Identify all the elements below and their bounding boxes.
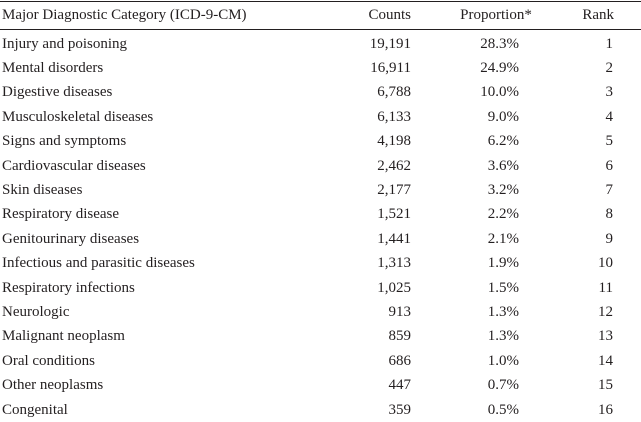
cell-proportion: 1.3% (487, 328, 519, 345)
cell-counts: 1,313 (377, 255, 411, 272)
table-row: Signs and symptoms 4,198 6.2% 5 (0, 130, 641, 154)
cell-rank: 1 (605, 35, 614, 52)
cell-proportion: 1.5% (487, 279, 519, 296)
cell-category: Skin diseases (2, 182, 83, 199)
table-row: Oral conditions 686 1.0% 14 (0, 349, 641, 373)
cell-counts: 4,198 (377, 133, 411, 150)
cell-counts: 6,133 (377, 108, 411, 125)
table-row: Mental disorders 16,911 24.9% 2 (0, 56, 641, 80)
table-body: Injury and poisoning 19,191 28.3% 1 Mental d… (0, 29, 641, 422)
cell-rank: 12 (598, 303, 613, 320)
header-proportion: Proportion* (460, 6, 532, 23)
cell-rank: 7 (605, 182, 614, 199)
table-row: Infectious and parasitic diseases 1,313 1.… (0, 252, 641, 276)
cell-category: Cardiovascular diseases (2, 157, 146, 174)
cell-rank: 15 (598, 377, 613, 394)
cell-counts: 2,177 (377, 182, 411, 199)
cell-proportion: 1.3% (487, 303, 519, 320)
cell-rank: 10 (598, 255, 613, 272)
cell-counts: 859 (388, 328, 412, 345)
cell-category: Other neoplasms (2, 377, 104, 394)
cell-category: Malignant neoplasm (2, 328, 125, 345)
table-row: Digestive diseases 6,788 10.0% 3 (0, 81, 641, 105)
cell-category: Infectious and parasitic diseases (2, 255, 195, 272)
table-row: Injury and poisoning 19,191 28.3% 1 (0, 29, 641, 56)
table-row: Malignant neoplasm 859 1.3% 13 (0, 325, 641, 349)
cell-proportion: 24.9% (480, 60, 519, 77)
cell-category: Respiratory disease (2, 206, 120, 223)
table-top-rule (0, 1, 641, 2)
cell-rank: 11 (598, 279, 613, 296)
cell-rank: 16 (598, 401, 613, 418)
cell-proportion: 10.0% (480, 84, 519, 101)
header-counts: Counts (368, 6, 411, 23)
table-header: Major Diagnostic Category (ICD-9-CM) Cou… (0, 1, 641, 29)
cell-rank: 14 (598, 352, 613, 369)
table-header-rule (0, 29, 641, 30)
cell-proportion: 2.2% (487, 206, 519, 223)
cell-proportion: 0.7% (487, 377, 519, 394)
header-category: Major Diagnostic Category (ICD-9-CM) (2, 6, 247, 23)
cell-counts: 1,441 (377, 230, 411, 247)
cell-proportion: 0.5% (487, 401, 519, 418)
table-row: Cardiovascular diseases 2,462 3.6% 6 (0, 154, 641, 178)
cell-counts: 6,788 (377, 84, 411, 101)
cell-proportion: 6.2% (487, 133, 519, 150)
cell-proportion: 3.6% (487, 157, 519, 174)
cell-rank: 3 (605, 84, 614, 101)
cell-counts: 359 (388, 401, 412, 418)
cell-rank: 13 (598, 328, 613, 345)
cell-counts: 19,191 (369, 35, 411, 52)
cell-category: Respiratory infections (2, 279, 135, 296)
cell-category: Digestive diseases (2, 84, 113, 101)
cell-category: Genitourinary diseases (2, 230, 140, 247)
cell-counts: 447 (388, 377, 412, 394)
cell-proportion: 3.2% (487, 182, 519, 199)
cell-counts: 1,025 (377, 279, 411, 296)
header-rank: Rank (582, 6, 614, 23)
cell-rank: 4 (605, 108, 614, 125)
cell-rank: 6 (605, 157, 614, 174)
cell-category: Mental disorders (2, 60, 104, 77)
cell-rank: 5 (605, 133, 614, 150)
table-row: Neurologic 913 1.3% 12 (0, 300, 641, 324)
cell-category: Neurologic (2, 303, 70, 320)
cell-proportion: 28.3% (480, 35, 519, 52)
cell-category: Oral conditions (2, 352, 95, 369)
cell-proportion: 9.0% (487, 108, 519, 125)
cell-rank: 9 (605, 230, 614, 247)
cell-category: Signs and symptoms (2, 133, 127, 150)
table-row: Skin diseases 2,177 3.2% 7 (0, 178, 641, 202)
cell-rank: 2 (605, 60, 614, 77)
cell-category: Musculoskeletal diseases (2, 108, 154, 125)
cell-proportion: 1.0% (487, 352, 519, 369)
table-row: Genitourinary diseases 1,441 2.1% 9 (0, 227, 641, 251)
table-row: Respiratory disease 1,521 2.2% 8 (0, 203, 641, 227)
cell-proportion: 2.1% (487, 230, 519, 247)
cell-category: Injury and poisoning (2, 35, 127, 52)
cell-rank: 8 (605, 206, 614, 223)
cell-counts: 1,521 (377, 206, 411, 223)
table-row: Musculoskeletal diseases 6,133 9.0% 4 (0, 105, 641, 129)
table-row: Respiratory infections 1,025 1.5% 11 (0, 276, 641, 300)
cell-category: Congenital (2, 401, 68, 418)
table-row: Other neoplasms 447 0.7% 15 (0, 373, 641, 397)
table-row: Congenital 359 0.5% 16 (0, 398, 641, 422)
cell-counts: 2,462 (377, 157, 411, 174)
cell-counts: 16,911 (370, 60, 411, 77)
cell-counts: 913 (388, 303, 412, 320)
cell-proportion: 1.9% (487, 255, 519, 272)
cell-counts: 686 (388, 352, 412, 369)
header-row: Major Diagnostic Category (ICD-9-CM) Cou… (0, 1, 641, 29)
